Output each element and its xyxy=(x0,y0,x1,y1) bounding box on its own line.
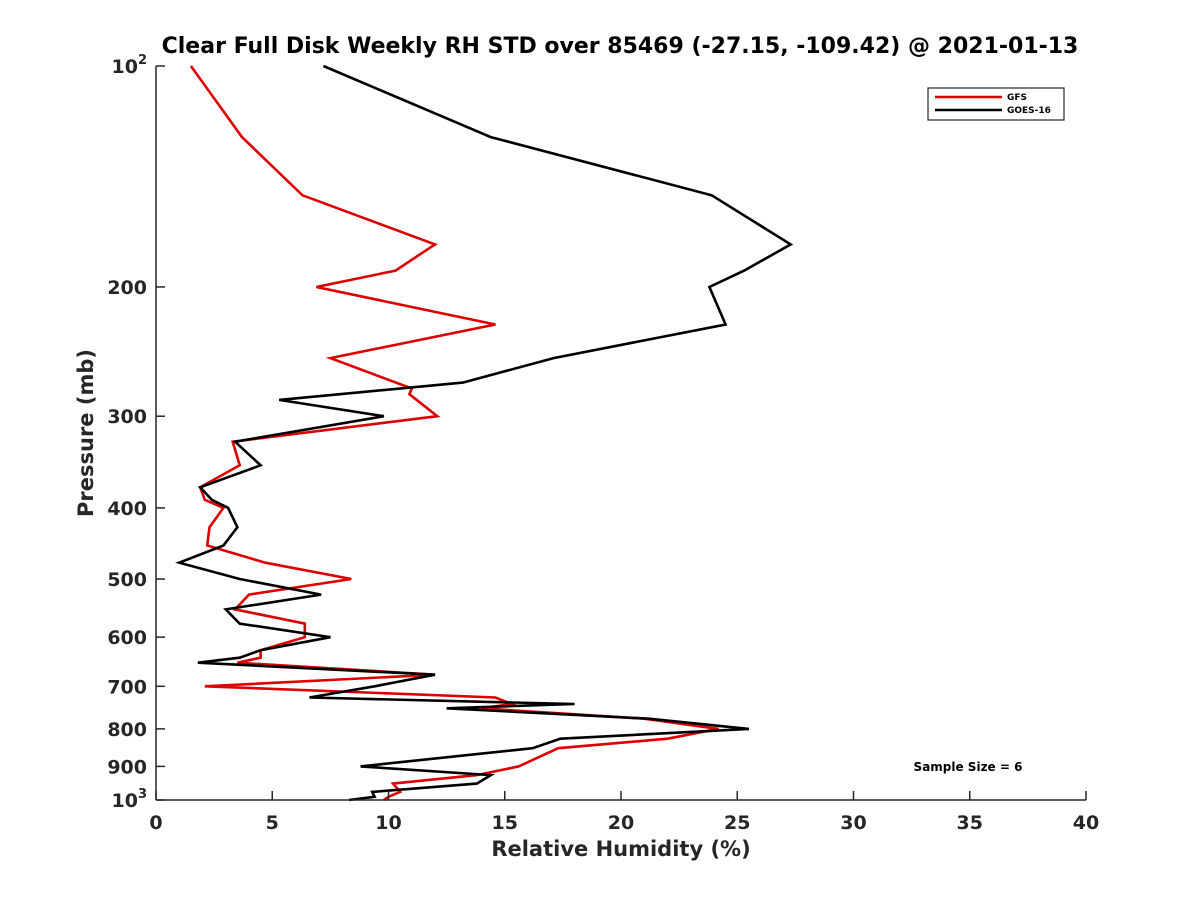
series-line-gfs xyxy=(189,65,719,802)
x-tick-label: 15 xyxy=(492,812,518,834)
y-axis-ticks: 102 200 300 400 500 600 700 800 900 103 xyxy=(107,53,165,812)
legend: GFS GOES-16 xyxy=(927,87,1065,121)
chart-title: Clear Full Disk Weekly RH STD over 85469… xyxy=(162,34,1079,59)
y-tick-label: 102 xyxy=(112,53,148,78)
legend-label-goes16: GOES-16 xyxy=(1007,106,1051,116)
y-tick-label: 700 xyxy=(107,676,147,698)
y-axis-title: Pressure (mb) xyxy=(74,349,98,517)
x-tick-label: 20 xyxy=(608,812,634,834)
x-tick-label: 30 xyxy=(840,812,866,834)
y-tick-label: 900 xyxy=(107,756,147,778)
legend-box xyxy=(927,87,1065,121)
legend-label-gfs: GFS xyxy=(1007,93,1027,103)
x-tick-label: 10 xyxy=(375,812,401,834)
y-tick-label: 200 xyxy=(107,277,147,299)
sample-size-annotation: Sample Size = 6 xyxy=(914,760,1023,774)
x-tick-label: 25 xyxy=(724,812,750,834)
x-tick-label: 5 xyxy=(266,812,279,834)
x-tick-label: 35 xyxy=(957,812,983,834)
x-tick-label: 0 xyxy=(149,812,162,834)
y-tick-label: 800 xyxy=(107,719,147,741)
plot-area: 0 5 10 15 20 25 30 35 40 102 200 300 400 500 600 700 80… xyxy=(107,53,1099,834)
x-tick-label: 40 xyxy=(1073,812,1099,834)
series-layer xyxy=(175,64,794,802)
y-tick-label: 400 xyxy=(107,498,147,520)
y-tick-label: 500 xyxy=(107,569,147,591)
y-tick-label: 300 xyxy=(107,406,147,428)
y-tick-label: 600 xyxy=(107,627,147,649)
x-axis-title: Relative Humidity (%) xyxy=(491,837,750,861)
y-tick-label: 103 xyxy=(112,787,148,812)
x-axis-ticks: 0 5 10 15 20 25 30 35 40 xyxy=(149,791,1099,834)
series-line-goes16 xyxy=(175,64,794,802)
